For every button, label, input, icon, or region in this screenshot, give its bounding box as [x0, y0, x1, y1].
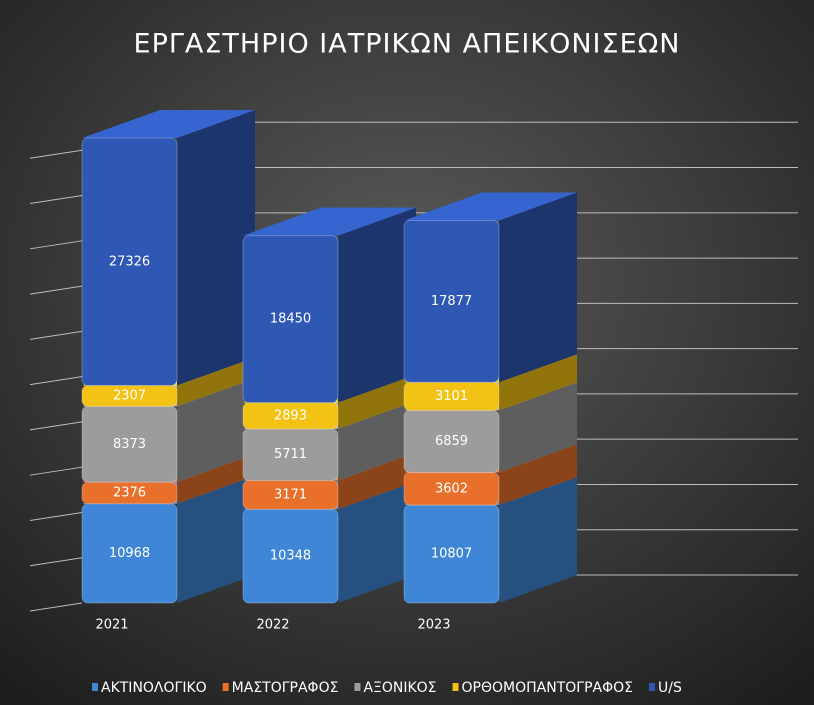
value-label: 2376 [113, 485, 146, 500]
value-label: 10807 [431, 547, 472, 562]
value-label: 10348 [270, 549, 311, 564]
legend-swatch [452, 683, 459, 691]
value-label: 5711 [274, 447, 307, 462]
bar [81, 137, 178, 386]
legend-label: ΑΚΤΙΝΟΛΟΓΙΚΟ [101, 680, 207, 696]
tick-mark [29, 421, 83, 431]
tick-mark [29, 557, 83, 567]
tick-mark [29, 511, 83, 521]
bar-side [499, 477, 577, 603]
bar-side [499, 192, 577, 383]
value-label: 2307 [113, 388, 146, 403]
bar [242, 235, 339, 404]
tick-mark [29, 466, 83, 476]
chart-title: ΕΡΓΑΣΤΗΡΙΟ ΙΑΤΡΙΚΩΝ ΑΠΕΙΚΟΝΙΣΕΩΝ [134, 29, 681, 60]
bar-side [338, 400, 416, 481]
legend-swatch [648, 683, 655, 691]
bar-top [82, 110, 255, 139]
legend-label: ΜΑΣΤΟΓΡΑΦΟΣ [232, 680, 339, 696]
bar-side [338, 207, 416, 403]
bar-side [177, 357, 255, 407]
tick-mark [29, 602, 83, 612]
value-label: 10968 [109, 546, 150, 561]
legend-label: U/S [658, 680, 682, 696]
value-label: 6859 [435, 434, 468, 449]
tick-mark [29, 240, 83, 250]
bar-top [404, 192, 577, 221]
bar-side [177, 110, 255, 386]
legend-label: ΟΡΘΟΜΟΠΑΝΤΟΓΡΑΦΟΣ [462, 680, 633, 696]
value-label: 2893 [274, 408, 307, 423]
bar-top [243, 207, 416, 236]
x-tick-label: 2023 [417, 618, 450, 633]
bar [242, 428, 339, 482]
value-label: 8373 [113, 437, 146, 452]
legend-swatch [222, 683, 229, 691]
bar-side [499, 382, 577, 473]
bar-side [177, 378, 255, 483]
bar-side [499, 444, 577, 506]
value-label: 3602 [435, 481, 468, 496]
bar-side [177, 475, 255, 603]
bar-side [338, 452, 416, 510]
tick-mark [29, 285, 83, 295]
value-label: 3171 [274, 487, 307, 502]
value-label: 18450 [270, 312, 311, 327]
bar-side [177, 454, 255, 504]
tick-mark [29, 149, 83, 159]
value-label: 27326 [109, 254, 150, 269]
tick-mark [29, 330, 83, 340]
legend-swatch [92, 683, 98, 691]
tick-mark [29, 195, 83, 205]
x-tick-label: 2022 [256, 618, 289, 633]
tick-mark [29, 376, 83, 386]
legend-label: ΑΞΟΝΙΚΟΣ [363, 680, 436, 696]
bar-side [338, 374, 416, 429]
bar [403, 219, 500, 383]
value-label: 17877 [431, 294, 472, 309]
bar-side [499, 354, 577, 411]
bar-side [338, 481, 416, 603]
x-tick-label: 2021 [95, 618, 128, 633]
value-label: 3101 [435, 389, 468, 404]
legend-swatch [354, 683, 361, 691]
